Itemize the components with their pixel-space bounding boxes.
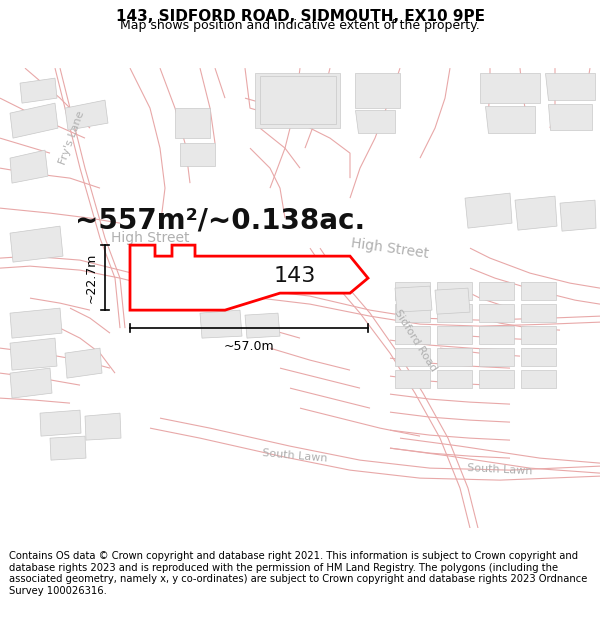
Text: ~57.0m: ~57.0m xyxy=(224,340,274,353)
Polygon shape xyxy=(20,78,57,103)
Polygon shape xyxy=(515,196,557,230)
Polygon shape xyxy=(521,282,556,300)
Polygon shape xyxy=(355,73,400,108)
Text: Contains OS data © Crown copyright and database right 2021. This information is : Contains OS data © Crown copyright and d… xyxy=(9,551,587,596)
Polygon shape xyxy=(521,370,556,388)
Polygon shape xyxy=(10,308,62,338)
Polygon shape xyxy=(465,193,512,228)
Polygon shape xyxy=(10,368,52,398)
Polygon shape xyxy=(355,110,395,133)
Text: Fry's Lane: Fry's Lane xyxy=(58,110,86,166)
Polygon shape xyxy=(437,326,472,344)
Polygon shape xyxy=(479,304,514,322)
Text: ~22.7m: ~22.7m xyxy=(85,253,97,302)
Polygon shape xyxy=(437,304,472,322)
Text: South Lawn: South Lawn xyxy=(262,448,328,464)
Polygon shape xyxy=(521,348,556,366)
Polygon shape xyxy=(560,200,596,231)
Polygon shape xyxy=(480,73,540,103)
Polygon shape xyxy=(50,436,86,460)
Polygon shape xyxy=(485,106,535,133)
Text: Sidford Road: Sidford Road xyxy=(392,308,438,373)
Polygon shape xyxy=(85,413,121,440)
Polygon shape xyxy=(10,103,58,138)
Polygon shape xyxy=(395,304,430,322)
Polygon shape xyxy=(395,286,432,312)
Polygon shape xyxy=(40,410,81,436)
Polygon shape xyxy=(200,310,242,338)
Text: 143, SIDFORD ROAD, SIDMOUTH, EX10 9PE: 143, SIDFORD ROAD, SIDMOUTH, EX10 9PE xyxy=(115,9,485,24)
Polygon shape xyxy=(437,348,472,366)
Polygon shape xyxy=(245,313,280,338)
Polygon shape xyxy=(437,282,472,300)
Polygon shape xyxy=(130,245,368,310)
Text: South Lawn: South Lawn xyxy=(467,463,533,477)
Polygon shape xyxy=(548,104,592,130)
Polygon shape xyxy=(395,348,430,366)
Text: High Street: High Street xyxy=(111,231,189,245)
Polygon shape xyxy=(175,108,210,138)
Polygon shape xyxy=(255,73,340,128)
Polygon shape xyxy=(521,326,556,344)
Polygon shape xyxy=(10,150,48,183)
Text: Map shows position and indicative extent of the property.: Map shows position and indicative extent… xyxy=(120,19,480,32)
Polygon shape xyxy=(65,348,102,378)
Polygon shape xyxy=(65,100,108,130)
Polygon shape xyxy=(479,370,514,388)
Polygon shape xyxy=(437,370,472,388)
Polygon shape xyxy=(10,338,57,370)
Polygon shape xyxy=(479,282,514,300)
Polygon shape xyxy=(395,326,430,344)
Polygon shape xyxy=(479,326,514,344)
Text: High Street: High Street xyxy=(350,236,430,261)
Text: 143: 143 xyxy=(274,266,316,286)
Polygon shape xyxy=(545,73,595,100)
Polygon shape xyxy=(479,348,514,366)
Polygon shape xyxy=(180,143,215,166)
Polygon shape xyxy=(260,76,336,124)
Polygon shape xyxy=(395,370,430,388)
Polygon shape xyxy=(521,304,556,322)
Text: ~557m²/~0.138ac.: ~557m²/~0.138ac. xyxy=(75,206,365,234)
Polygon shape xyxy=(395,282,430,300)
Polygon shape xyxy=(435,288,470,314)
Polygon shape xyxy=(10,226,63,262)
